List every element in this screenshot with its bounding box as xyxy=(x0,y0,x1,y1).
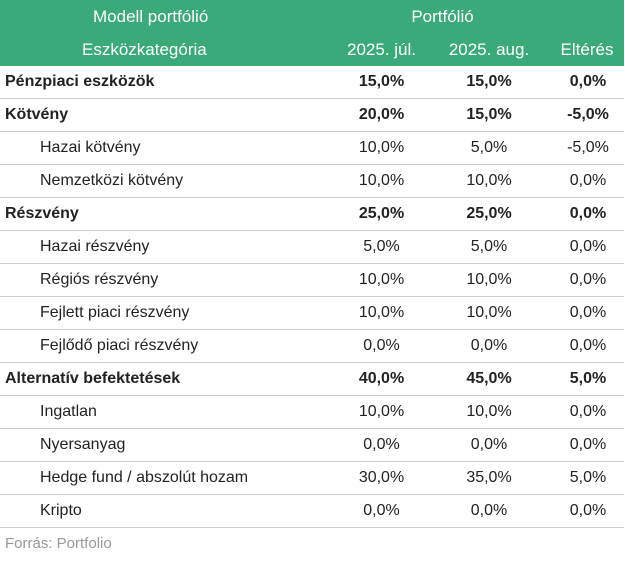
row-aug-value: 15,0% xyxy=(434,66,544,99)
row-category: Ingatlan xyxy=(0,395,329,429)
table-row: Pénzpiaci eszközök 15,0% 15,0% 0,0% xyxy=(0,66,624,99)
row-diff-value: 0,0% xyxy=(544,66,624,99)
table-row: Nyersanyag 0,0% 0,0% 0,0% xyxy=(0,428,624,462)
header-row-columns: Eszközkategória 2025. júl. 2025. aug. El… xyxy=(0,33,624,66)
portfolio-label: Portfólió xyxy=(411,6,474,26)
table-row: Régiós részvény 10,0% 10,0% 0,0% xyxy=(0,263,624,297)
row-diff-value: 5,0% xyxy=(544,362,624,396)
row-category: Pénzpiaci eszközök xyxy=(0,66,329,99)
row-category: Nyersanyag xyxy=(0,428,329,462)
row-diff-value: 0,0% xyxy=(544,329,624,363)
table-row: Ingatlan 10,0% 10,0% 0,0% xyxy=(0,395,624,429)
row-diff-value: -5,0% xyxy=(544,98,624,132)
row-jul-value: 0,0% xyxy=(329,428,434,462)
table-row: Kripto 0,0% 0,0% 0,0% xyxy=(0,494,624,528)
row-diff-value: 0,0% xyxy=(544,395,624,429)
row-jul-value: 20,0% xyxy=(329,98,434,132)
model-portfolio-label: Modell portfólió xyxy=(93,6,209,26)
row-aug-value: 15,0% xyxy=(434,98,544,132)
header-empty-cell xyxy=(544,0,624,33)
row-jul-value: 10,0% xyxy=(329,263,434,297)
table-row: Alternatív befektetések 40,0% 45,0% 5,0% xyxy=(0,362,624,396)
row-aug-value: 10,0% xyxy=(434,164,544,198)
table-row: Fejlődő piaci részvény 0,0% 0,0% 0,0% xyxy=(0,329,624,363)
row-jul-value: 15,0% xyxy=(329,66,434,99)
row-aug-value: 35,0% xyxy=(434,461,544,495)
row-jul-value: 0,0% xyxy=(329,329,434,363)
diff-column-header: Eltérés xyxy=(560,39,614,59)
row-aug-value: 0,0% xyxy=(434,428,544,462)
row-jul-value: 40,0% xyxy=(329,362,434,396)
table-header: Modell portfólió Portfólió Eszközkategór… xyxy=(0,0,624,66)
row-aug-value: 10,0% xyxy=(434,296,544,330)
header-row-top: Modell portfólió Portfólió xyxy=(0,0,624,33)
row-jul-value: 10,0% xyxy=(329,131,434,165)
row-aug-value: 5,0% xyxy=(434,131,544,165)
row-diff-value: -5,0% xyxy=(544,131,624,165)
row-diff-value: 0,0% xyxy=(544,263,624,297)
row-category: Fejlődő piaci részvény xyxy=(0,329,329,363)
table-body: Pénzpiaci eszközök 15,0% 15,0% 0,0% Kötv… xyxy=(0,66,624,528)
row-category: Részvény xyxy=(0,197,329,231)
table-row: Hazai kötvény 10,0% 5,0% -5,0% xyxy=(0,131,624,165)
row-aug-value: 10,0% xyxy=(434,395,544,429)
table-row: Hedge fund / abszolút hozam 30,0% 35,0% … xyxy=(0,461,624,495)
row-jul-value: 10,0% xyxy=(329,296,434,330)
aug-column-header: 2025. aug. xyxy=(448,39,530,59)
table-row: Részvény 25,0% 25,0% 0,0% xyxy=(0,197,624,231)
row-category: Alternatív befektetések xyxy=(0,362,329,396)
category-column-header: Eszközkategória xyxy=(82,39,207,59)
row-aug-value: 25,0% xyxy=(434,197,544,231)
table-row: Hazai részvény 5,0% 5,0% 0,0% xyxy=(0,230,624,264)
row-category: Nemzetközi kötvény xyxy=(0,164,329,198)
row-jul-value: 0,0% xyxy=(329,494,434,528)
row-category: Fejlett piaci részvény xyxy=(0,296,329,330)
row-jul-value: 25,0% xyxy=(329,197,434,231)
row-aug-value: 0,0% xyxy=(434,494,544,528)
row-diff-value: 0,0% xyxy=(544,494,624,528)
row-diff-value: 0,0% xyxy=(544,197,624,231)
row-diff-value: 0,0% xyxy=(544,296,624,330)
row-diff-value: 0,0% xyxy=(544,428,624,462)
row-category: Kötvény xyxy=(0,98,329,132)
source-note: Forrás: Portfolio xyxy=(5,535,112,552)
portfolio-table: Modell portfólió Portfólió Eszközkategór… xyxy=(0,0,624,528)
row-category: Hazai kötvény xyxy=(0,131,329,165)
row-aug-value: 0,0% xyxy=(434,329,544,363)
row-jul-value: 30,0% xyxy=(329,461,434,495)
table-row: Kötvény 20,0% 15,0% -5,0% xyxy=(0,98,624,132)
row-category: Régiós részvény xyxy=(0,263,329,297)
row-category: Kripto xyxy=(0,494,329,528)
row-aug-value: 10,0% xyxy=(434,263,544,297)
jul-column-header: 2025. júl. xyxy=(347,39,416,59)
row-diff-value: 0,0% xyxy=(544,230,624,264)
row-diff-value: 0,0% xyxy=(544,164,624,198)
table-row: Fejlett piaci részvény 10,0% 10,0% 0,0% xyxy=(0,296,624,330)
row-diff-value: 5,0% xyxy=(544,461,624,495)
row-aug-value: 45,0% xyxy=(434,362,544,396)
table-row: Nemzetközi kötvény 10,0% 10,0% 0,0% xyxy=(0,164,624,198)
row-jul-value: 5,0% xyxy=(329,230,434,264)
row-aug-value: 5,0% xyxy=(434,230,544,264)
row-jul-value: 10,0% xyxy=(329,164,434,198)
row-jul-value: 10,0% xyxy=(329,395,434,429)
row-category: Hazai részvény xyxy=(0,230,329,264)
row-category: Hedge fund / abszolút hozam xyxy=(0,461,329,495)
